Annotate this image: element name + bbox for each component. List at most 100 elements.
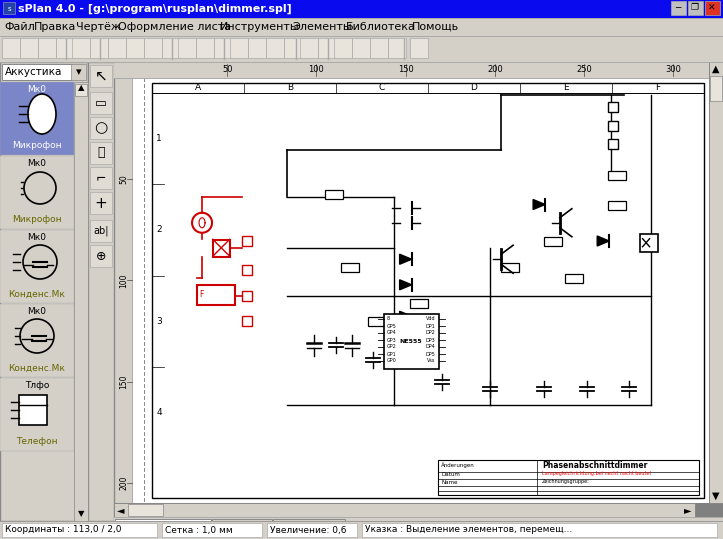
Bar — [0, 378, 74, 451]
Text: Конденс.Мк: Конденс.Мк — [9, 363, 66, 372]
Bar — [705, 1, 720, 15]
Bar — [2, 64, 72, 80]
Bar — [688, 1, 703, 15]
Text: Name: Name — [441, 480, 458, 485]
Bar — [132, 78, 709, 503]
Bar — [0, 521, 723, 539]
Text: ─: ─ — [675, 3, 680, 12]
Bar — [114, 62, 709, 78]
Text: ⤢: ⤢ — [98, 147, 105, 160]
Bar — [438, 460, 699, 495]
Bar — [0, 0, 723, 18]
Text: 4: 4 — [156, 408, 162, 417]
Bar — [114, 62, 132, 78]
Text: Zeichnungsgruppe:: Zeichnungsgruppe: — [542, 480, 590, 485]
Text: Мк0: Мк0 — [27, 86, 46, 94]
Text: GP2: GP2 — [387, 344, 396, 349]
Bar — [2, 38, 20, 58]
Bar — [90, 117, 112, 139]
Text: 100: 100 — [119, 273, 129, 288]
Text: Указка : Выделение элементов, перемещ...: Указка : Выделение элементов, перемещ... — [365, 526, 572, 535]
Text: Vdd: Vdd — [426, 316, 435, 321]
Bar — [2, 523, 157, 537]
Text: GP4: GP4 — [387, 330, 396, 335]
Text: Микрофон: Микрофон — [12, 142, 61, 150]
Text: Оформление листа: Оформление листа — [118, 22, 231, 32]
Text: ▲: ▲ — [712, 64, 720, 74]
Text: GP3: GP3 — [387, 337, 396, 342]
Text: B: B — [287, 84, 293, 93]
Text: Мк0: Мк0 — [27, 233, 46, 243]
Bar — [710, 76, 722, 101]
Text: Netzteil: Netzteil — [222, 522, 262, 532]
Bar — [0, 156, 74, 229]
Text: 50: 50 — [222, 66, 233, 74]
Text: 1: 1 — [156, 134, 162, 143]
Bar — [162, 38, 180, 58]
Text: Phasenabschnittdimmer: Phasenabschnittdimmer — [542, 460, 648, 469]
Polygon shape — [533, 199, 545, 210]
Bar — [88, 62, 114, 521]
Bar — [608, 121, 618, 130]
Bar — [230, 38, 248, 58]
Bar — [90, 142, 112, 164]
Text: 2: 2 — [156, 225, 162, 234]
Text: ▼: ▼ — [712, 491, 720, 501]
Bar — [71, 64, 86, 80]
Text: ▼: ▼ — [78, 509, 85, 519]
Polygon shape — [400, 311, 411, 321]
Bar — [90, 167, 112, 189]
Polygon shape — [597, 236, 609, 246]
Text: ❐: ❐ — [691, 3, 699, 12]
Bar — [178, 38, 196, 58]
Bar — [90, 38, 108, 58]
Bar — [318, 38, 336, 58]
Bar — [90, 92, 112, 114]
Text: ▾: ▾ — [76, 67, 82, 77]
Bar — [367, 317, 385, 326]
Text: Тлфо: Тлфо — [25, 382, 49, 390]
Text: ⊕: ⊕ — [95, 250, 106, 262]
Bar — [0, 230, 74, 303]
Bar — [108, 38, 126, 58]
Text: Vss: Vss — [427, 358, 435, 363]
Bar — [90, 65, 112, 87]
Bar — [608, 139, 618, 149]
Bar — [72, 38, 90, 58]
Text: ►: ► — [684, 505, 692, 515]
Text: ▭: ▭ — [95, 96, 107, 109]
Bar — [284, 38, 302, 58]
Bar — [352, 38, 370, 58]
Text: Телефон: Телефон — [16, 438, 58, 446]
Bar — [196, 38, 214, 58]
Bar — [90, 245, 112, 267]
Text: Мк0: Мк0 — [27, 308, 46, 316]
Bar — [19, 395, 47, 425]
Bar — [608, 201, 626, 210]
Text: DP4: DP4 — [426, 344, 435, 349]
Text: ▲: ▲ — [78, 84, 85, 93]
Bar — [212, 519, 272, 536]
Bar — [273, 519, 345, 536]
Bar — [242, 316, 252, 326]
Bar — [114, 503, 695, 517]
Bar — [114, 517, 723, 535]
Bar — [388, 38, 406, 58]
Bar — [608, 102, 618, 112]
Text: ◄: ◄ — [117, 505, 125, 515]
Text: 3: 3 — [156, 316, 162, 326]
Bar — [0, 304, 74, 377]
Bar — [709, 62, 723, 503]
Bar — [213, 240, 230, 257]
Text: 8: 8 — [387, 316, 390, 321]
Text: Увеличение: 0,6: Увеличение: 0,6 — [270, 526, 346, 535]
Bar — [20, 38, 38, 58]
Bar — [410, 38, 428, 58]
Bar — [501, 262, 519, 272]
Bar — [90, 220, 112, 242]
Text: Lampegleichrichtung.bei necht nacht beutel: Lampegleichrichtung.bei necht nacht beut… — [542, 472, 651, 476]
Bar — [0, 36, 723, 62]
Text: s: s — [7, 6, 11, 12]
Text: 200: 200 — [119, 475, 129, 490]
Text: Чертёж: Чертёж — [76, 22, 121, 32]
